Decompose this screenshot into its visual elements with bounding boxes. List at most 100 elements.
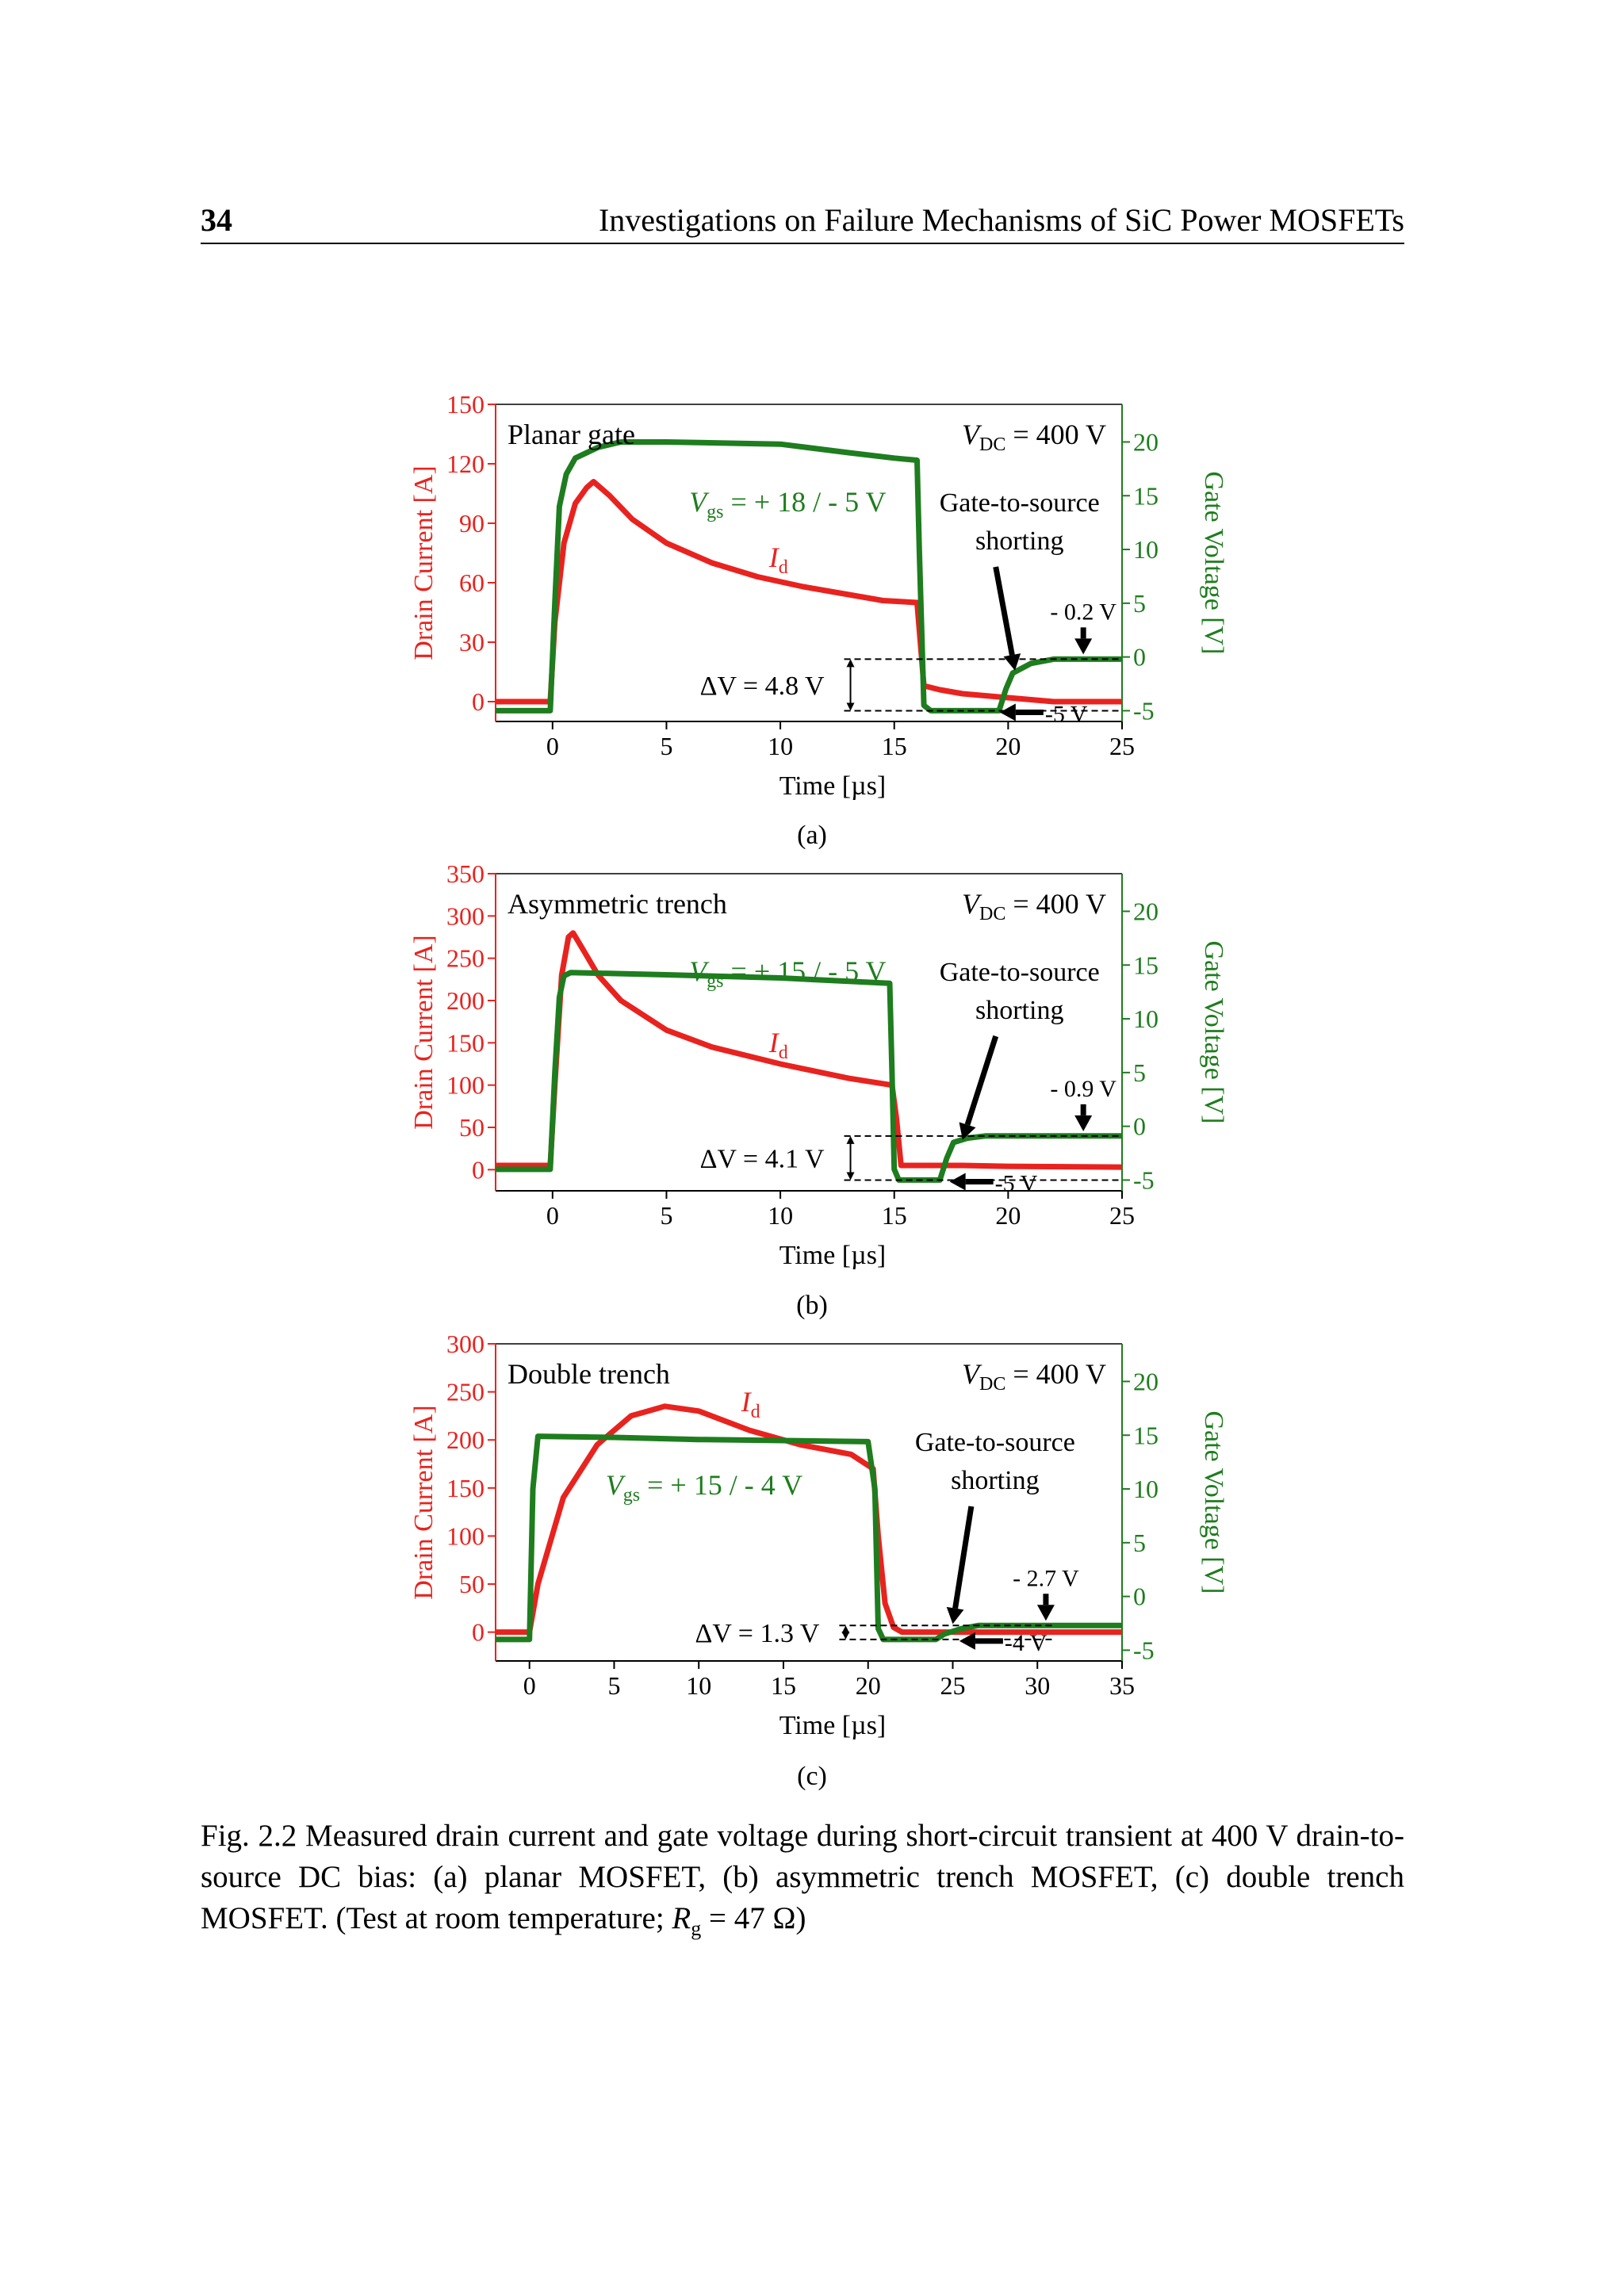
y-left-tick-label: 250 — [446, 944, 485, 973]
y-right-tick-label: 10 — [1133, 1475, 1159, 1503]
vdc-label-rest: = 400 V — [1005, 1358, 1106, 1390]
x-tick-label: 0 — [546, 732, 559, 760]
shorting-arrow-shaft — [993, 566, 1015, 656]
running-title: Investigations on Failure Mechanisms of … — [598, 202, 1404, 238]
y-left-tick-label: 250 — [446, 1378, 485, 1406]
x-tick-label: 15 — [882, 732, 907, 760]
vdc-label-symbol: V — [962, 888, 982, 920]
page-number: 34 — [201, 202, 232, 238]
x-tick-label: 25 — [1109, 732, 1135, 760]
caption-rg-rest: = 47 Ω) — [701, 1901, 806, 1935]
delta-v-arrow-top — [846, 659, 855, 668]
vgs-high-label: - 2.7 V — [1013, 1565, 1079, 1591]
panel-title: Planar gate — [508, 419, 635, 450]
y-right-tick-label: 5 — [1133, 1058, 1146, 1087]
vgs-low-label: -4 V — [1005, 1630, 1048, 1656]
page-header: 34 Investigations on Failure Mechanisms … — [201, 193, 1404, 244]
vgs-label-symbol: V — [689, 486, 710, 518]
vdc-label-sub: DC — [979, 904, 1005, 924]
delta-v-arrow-top — [846, 1135, 855, 1144]
figure-panel-b: 0 5 10 15 20 25 Time [µs] 0 50 100 150 200 250 300 350… — [396, 850, 1237, 1294]
id-label-sub: d — [779, 1043, 788, 1063]
shorting-label-line2: shorting — [975, 526, 1063, 556]
series-line-id — [496, 479, 1122, 705]
delta-v-arrow-bottom — [841, 1631, 850, 1640]
id-label-symbol: I — [741, 1386, 753, 1418]
shorting-label-line1: Gate-to-source — [940, 958, 1100, 987]
y-right-tick-label: 10 — [1133, 535, 1159, 564]
y-left-tick-label: 300 — [446, 1330, 485, 1358]
x-tick-label: 15 — [771, 1671, 796, 1700]
shorting-label-line1: Gate-to-source — [915, 1428, 1075, 1457]
vdc-label: VDC = 400 V — [962, 419, 1106, 455]
y-left-tick-label: 120 — [446, 450, 485, 478]
vgs-high-label: - 0.2 V — [1050, 599, 1116, 625]
x-tick-label: 5 — [607, 1671, 620, 1700]
y-right-tick-label: 20 — [1133, 897, 1159, 925]
y-left-tick-label: 30 — [459, 628, 485, 656]
caption-text: Measured drain current and gate voltage … — [201, 1819, 1404, 1935]
vgs-label-rest: = + 15 / - 4 V — [640, 1469, 802, 1501]
shorting-arrow-head — [946, 1606, 964, 1624]
y-left-tick-label: 350 — [446, 859, 485, 888]
vdc-label-rest: = 400 V — [1005, 888, 1106, 920]
vgs-label: Vgs = + 15 / - 5 V — [689, 955, 886, 992]
caption-rg-sub: g — [691, 1916, 702, 1940]
vgs-label: Vgs = + 15 / - 4 V — [606, 1469, 802, 1506]
y-right-axis-label: Gate Voltage [V] — [1199, 471, 1228, 654]
y-left-tick-label: 200 — [446, 1425, 485, 1454]
y-right-tick-label: 5 — [1133, 1529, 1146, 1557]
panel-title: Double trench — [508, 1358, 670, 1390]
x-tick-label: 5 — [660, 732, 672, 760]
delta-v-label: ΔV = 4.1 V — [700, 1145, 825, 1174]
vgs-label-sub: gs — [707, 502, 723, 522]
x-tick-label: 20 — [995, 732, 1021, 760]
shorting-arrow-shaft — [964, 1035, 999, 1126]
series-line-vgs — [496, 970, 1122, 1183]
delta-v-label: ΔV = 1.3 V — [695, 1619, 820, 1648]
vdc-label-symbol: V — [962, 1358, 982, 1390]
y-left-axis-label: Drain Current [A] — [409, 1405, 439, 1599]
y-right-tick-label: 20 — [1133, 1367, 1159, 1395]
id-label-sub: d — [779, 557, 788, 578]
vgs-label: Vgs = + 18 / - 5 V — [689, 486, 886, 522]
id-label: Id — [768, 541, 788, 578]
y-left-tick-label: 200 — [446, 986, 485, 1015]
delta-v-arrow-top — [841, 1625, 850, 1634]
y-left-tick-label: 150 — [446, 390, 485, 419]
x-tick-label: 30 — [1025, 1671, 1050, 1700]
vgs-label-symbol: V — [606, 1469, 626, 1501]
y-right-tick-label: 0 — [1133, 1582, 1146, 1611]
vgs-label-symbol: V — [689, 955, 710, 987]
y-left-tick-label: 90 — [459, 509, 485, 538]
y-left-tick-label: 0 — [472, 1155, 485, 1184]
y-left-tick-label: 100 — [446, 1521, 485, 1550]
x-axis-label: Time [µs] — [779, 1241, 887, 1270]
x-tick-label: 25 — [940, 1671, 965, 1700]
vdc-label-sub: DC — [979, 434, 1005, 455]
x-tick-label: 0 — [523, 1671, 536, 1700]
y-right-tick-label: 20 — [1133, 427, 1159, 456]
caption-rg-symbol: R — [672, 1901, 691, 1935]
series-line-vgs — [496, 439, 1122, 714]
shorting-label-line1: Gate-to-source — [940, 488, 1100, 518]
delta-v-arrow-bottom — [846, 702, 855, 711]
y-left-tick-label: 60 — [459, 568, 485, 597]
y-right-tick-label: 15 — [1133, 951, 1159, 979]
delta-v-arrow-bottom — [846, 1172, 855, 1181]
panel-label-a: (a) — [797, 821, 827, 850]
x-tick-label: 10 — [768, 732, 793, 760]
vgs-low-arrow-head — [999, 703, 1016, 721]
y-right-tick-label: 15 — [1133, 481, 1159, 510]
y-right-tick-label: 0 — [1133, 643, 1146, 672]
y-left-tick-label: 300 — [446, 901, 485, 930]
x-axis-label: Time [µs] — [779, 771, 887, 801]
vdc-label-symbol: V — [962, 419, 982, 450]
figure-caption: Fig. 2.2 Measured drain current and gate… — [201, 1816, 1404, 1950]
y-left-tick-label: 50 — [459, 1570, 485, 1598]
vgs-low-arrow-head — [949, 1173, 966, 1191]
y-right-tick-label: 15 — [1133, 1421, 1159, 1449]
vdc-label-rest: = 400 V — [1005, 419, 1106, 450]
x-tick-label: 10 — [768, 1201, 793, 1230]
